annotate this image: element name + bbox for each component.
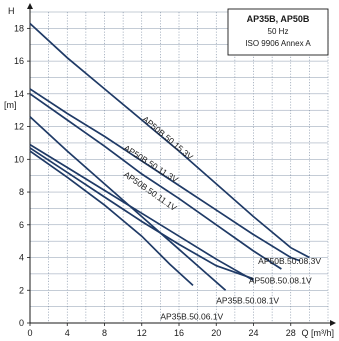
y-axis-unit: [m] (4, 100, 17, 110)
curve-ap50b-50-08-3v (29, 143, 254, 282)
title-line-2: 50 Hz (268, 27, 289, 36)
x-tick-label: 12 (137, 328, 147, 338)
x-tick-label: 0 (27, 328, 32, 338)
curve-ap35b-50-08-1v (29, 116, 227, 291)
y-axis-arrow (27, 3, 33, 9)
y-tick-label: 12 (14, 122, 24, 132)
y-tick-label: 2 (19, 285, 24, 295)
x-tick-label: 24 (248, 328, 258, 338)
curve-ap50b-50-11-1v (29, 93, 282, 270)
x-axis-arrow (330, 320, 336, 326)
curves (29, 22, 310, 291)
y-tick-label: 16 (14, 56, 24, 66)
label-ap50b-50-08-3v: AP50B.50.08.3V (258, 256, 321, 266)
y-tick-label: 10 (14, 154, 24, 164)
curve-ap50b-50-15-3v (29, 22, 310, 259)
series-labels: AP50B.50.15.3VAP50B.50.11.3VAP50B.50.11.… (122, 114, 321, 322)
y-tick-label: 6 (19, 220, 24, 230)
curve-ap35b-50-06-1v (29, 150, 194, 287)
label-ap50b-50-08-1v: AP50B.50.08.1V (249, 276, 312, 286)
title-box: AP35B, AP50B 50 Hz ISO 9906 Annex A (227, 8, 329, 56)
y-tick-label: 0 (19, 318, 24, 328)
x-tick-label: 4 (65, 328, 70, 338)
label-ap50b-50-15-3v: AP50B.50.15.3V (140, 114, 195, 162)
y-tick-label: 8 (19, 187, 24, 197)
y-tick-label: 18 (14, 23, 24, 33)
curve-ap50b-50-11-3v (29, 88, 301, 262)
title-line-1: AP35B, AP50B (247, 14, 310, 24)
y-axis-title: H (8, 6, 15, 16)
label-ap35b-50-08-1v: AP35B.50.08.1V (216, 295, 279, 305)
y-tick-label: 14 (14, 89, 24, 99)
title-line-3: ISO 9906 Annex A (245, 39, 311, 48)
x-axis-title: Q [m³/h] (301, 328, 334, 338)
x-tick-label: 28 (286, 328, 296, 338)
x-tick-label: 8 (102, 328, 107, 338)
y-tick-label: 4 (19, 253, 24, 263)
title-box-frame (227, 8, 329, 56)
x-tick-label: 20 (211, 328, 221, 338)
x-tick-label: 16 (174, 328, 184, 338)
grid (30, 11, 329, 323)
curve-ap50b-50-08-1v (29, 147, 254, 280)
label-ap35b-50-06-1v: AP35B.50.06.1V (160, 312, 223, 322)
